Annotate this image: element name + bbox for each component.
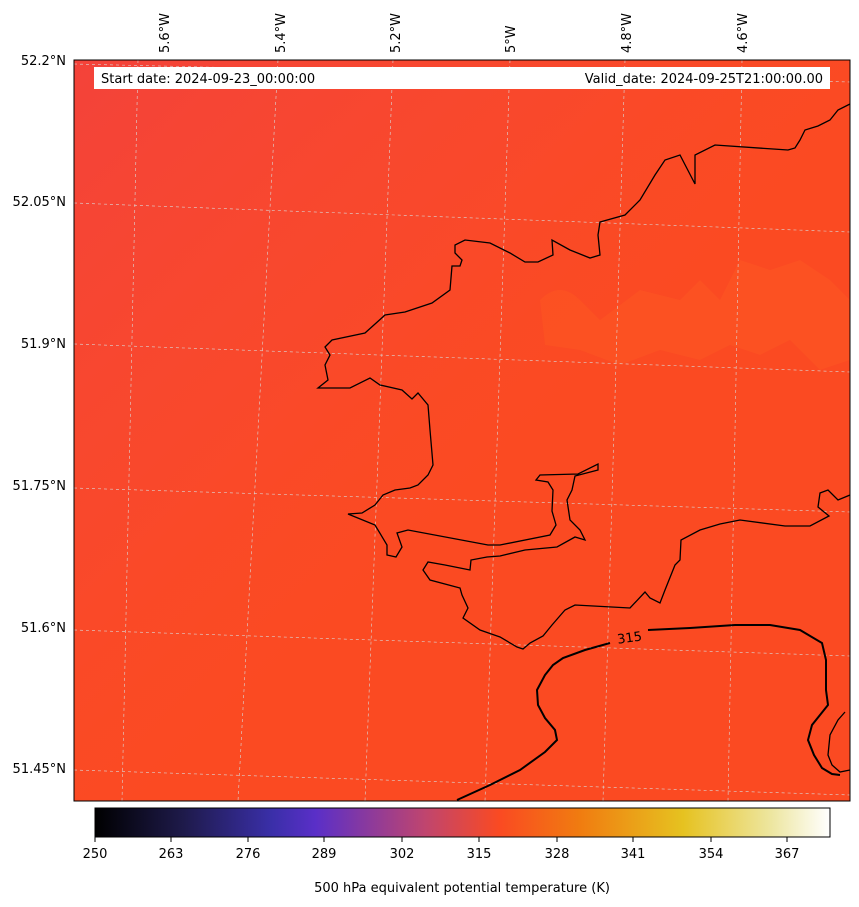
lat-label: 52.2°N <box>21 54 66 69</box>
lon-label: 5.2°W <box>389 13 404 53</box>
colorbar-tick-label: 276 <box>236 847 261 862</box>
lon-label: 5°W <box>504 25 519 53</box>
lon-label: 5.4°W <box>274 13 289 53</box>
colorbar-tick-label: 328 <box>545 847 570 862</box>
colorbar-tick-label: 250 <box>83 847 108 862</box>
coastline-south <box>827 711 850 773</box>
map-area: 315 <box>74 60 850 801</box>
lon-label: 5.6°W <box>158 13 173 53</box>
map-frame <box>73 59 851 802</box>
colorbar-label: 500 hPa equivalent potential temperature… <box>314 881 610 896</box>
longitude-labels: 5.6°W 5.4°W 5.2°W 5°W 4.8°W 4.6°W <box>158 13 751 53</box>
lat-label: 51.9°N <box>21 337 66 352</box>
coastline <box>316 103 850 650</box>
gridlines <box>74 60 850 801</box>
date-header-box <box>94 67 830 89</box>
lon-label: 4.8°W <box>620 13 635 53</box>
valid-date-label: Valid_date: 2024-09-25T21:00:00.00 <box>585 72 823 87</box>
colorbar-tick-label: 315 <box>467 847 492 862</box>
colorbar-tick-label: 289 <box>312 847 337 862</box>
colorbar-tick-label: 263 <box>159 847 184 862</box>
start-date-label: Start date: 2024-09-23_00:00:00 <box>101 72 315 87</box>
warmer-patch <box>540 260 850 370</box>
contour-line-east <box>647 624 841 776</box>
colorbar-tick-label: 302 <box>390 847 415 862</box>
contour-line <box>456 642 611 801</box>
lat-label: 51.75°N <box>13 479 66 494</box>
latitude-labels: 52.2°N 52.05°N 51.9°N 51.75°N 51.6°N 51.… <box>13 54 66 777</box>
colorbar-tick-label: 354 <box>699 847 724 862</box>
colorbar-tick-label: 367 <box>775 847 800 862</box>
lat-label: 52.05°N <box>13 195 66 210</box>
colorbar-tick-label: 341 <box>621 847 646 862</box>
lon-label: 4.6°W <box>736 13 751 53</box>
colorbar-ticks: 250 263 276 289 302 315 328 341 354 367 <box>83 837 800 862</box>
northwest-cooler-region <box>74 60 850 801</box>
lat-label: 51.45°N <box>13 762 66 777</box>
lat-label: 51.6°N <box>21 621 66 636</box>
contour-label: 315 <box>616 629 643 647</box>
colorbar <box>94 807 831 838</box>
